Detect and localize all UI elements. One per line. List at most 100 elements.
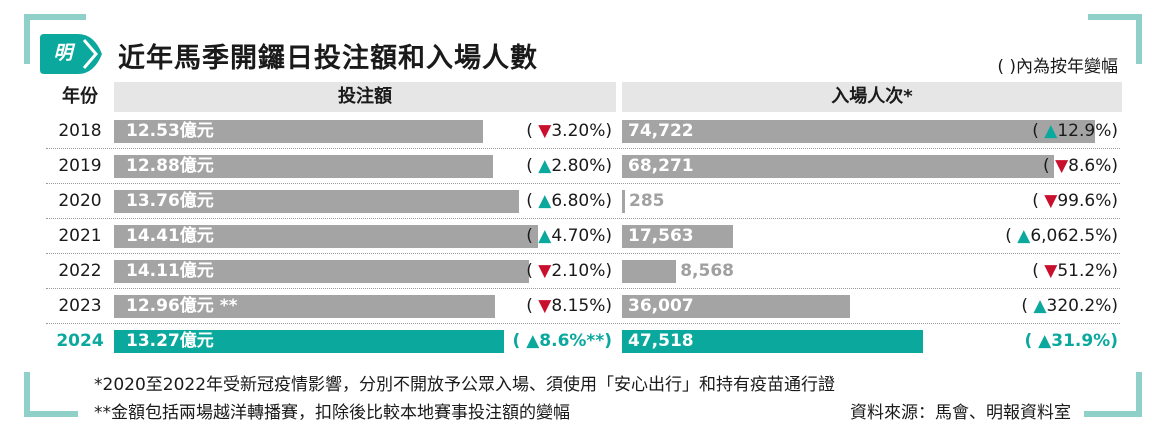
row-separator <box>46 148 1120 149</box>
year-label: 2021 <box>58 226 102 246</box>
triangle-up-icon: ▲ <box>1017 226 1031 246</box>
bet-label: 13.27億元 <box>126 331 214 351</box>
change-value: ( ▲4.70%) <box>526 226 612 246</box>
chart-row: 2020 13.76億元 ( ▲6.80%) 285 ( ▼99.6%) <box>0 184 1166 219</box>
frame-bottom-right-v <box>1136 372 1142 417</box>
year-label: 2019 <box>58 156 102 176</box>
row-separator <box>46 253 1120 254</box>
change-text: 2.10% <box>551 261 606 281</box>
triangle-down-icon: ▼ <box>1044 191 1058 211</box>
footnote-1: *2020至2022年受新冠疫情影響，分別不開放予公眾入場、須使用「安心出行」和… <box>94 375 836 395</box>
bet-bar <box>114 295 496 318</box>
bet-label: 13.76億元 <box>126 191 214 211</box>
change-text: 8.15% <box>551 296 606 316</box>
chart-title: 近年馬季開鑼日投注額和入場人數 <box>118 43 538 74</box>
year-header: 年份 <box>62 86 98 107</box>
triangle-up-icon: ▲ <box>1038 331 1052 351</box>
change-value: ( ▲6,062.5%) <box>1005 226 1118 246</box>
attendance-bar <box>622 155 1055 178</box>
attendance-bar <box>622 120 1095 143</box>
frame-bottom-right-h <box>1084 411 1142 417</box>
bet-label: 14.11億元 <box>126 261 214 281</box>
change-text: 4.70% <box>551 226 606 246</box>
triangle-up-icon: ▲ <box>526 331 540 351</box>
change-value: ( ▼3.20%) <box>526 121 612 141</box>
bet-header: 投注額 <box>114 82 616 112</box>
chart-row: 2021 14.41億元 ( ▲4.70%) 17,563 ( ▲6,062.5%) <box>0 219 1166 254</box>
attendance-label: 74,722 <box>628 121 694 141</box>
frame-top-right-v <box>1136 14 1142 64</box>
bet-label: 14.41億元 <box>126 226 214 246</box>
year-label: 2020 <box>58 191 102 211</box>
change-value: ( ▲8.6%**) <box>512 331 613 351</box>
year-label: 2022 <box>58 261 102 281</box>
bet-bar <box>114 330 505 353</box>
bet-label: 12.88億元 <box>126 156 214 176</box>
row-separator <box>46 288 1120 289</box>
change-text: 51.2% <box>1057 261 1112 281</box>
triangle-up-icon: ▲ <box>538 226 552 246</box>
chart-row: 2022 14.11億元 ( ▼2.10%) 8,568 ( ▼51.2%) <box>0 254 1166 289</box>
triangle-up-icon: ▲ <box>538 191 552 211</box>
year-label: 2024 <box>56 331 104 351</box>
triangle-down-icon: ▼ <box>538 261 552 281</box>
attendance-bar <box>622 260 677 283</box>
change-value: ( ▼99.6%) <box>1032 191 1118 211</box>
bet-label: 12.53億元 <box>126 121 214 141</box>
frame-top-left-v <box>24 14 30 64</box>
attendance-label: 285 <box>629 191 665 211</box>
change-value: ( ▲320.2%) <box>1021 296 1118 316</box>
attendance-label: 47,518 <box>628 331 694 351</box>
change-text: 6,062.5% <box>1030 226 1112 246</box>
change-value: ( ▲12.9%) <box>1032 121 1118 141</box>
change-value: ( ▲6.80%) <box>526 191 612 211</box>
row-separator <box>46 218 1120 219</box>
triangle-down-icon: ▼ <box>1044 261 1058 281</box>
change-text: 6.80% <box>551 191 606 211</box>
change-value: ( ▼51.2%) <box>1032 261 1118 281</box>
attendance-label: 68,271 <box>628 156 694 176</box>
footnote-2: **金額包括兩場越洋轉播賽，扣除後比較本地賽事投注額的變幅 <box>94 403 570 423</box>
source-note: 資料來源：馬會、明報資料室 <box>850 403 1071 423</box>
chart-row: 2019 12.88億元 ( ▲2.80%) 68,271 ( ▼8.6%) <box>0 149 1166 184</box>
attendance-header: 入場人次* <box>622 82 1122 112</box>
change-text: 3.20% <box>551 121 606 141</box>
change-text: 8.6% <box>1068 156 1112 176</box>
bet-bar <box>114 190 519 213</box>
change-value: ( ▼2.10%) <box>526 261 612 281</box>
year-label: 2023 <box>58 296 102 316</box>
chart-row: 2018 12.53億元 ( ▼3.20%) 74,722 ( ▲12.9%) <box>0 114 1166 149</box>
attendance-bar <box>622 295 850 318</box>
frame-top-left-h <box>24 14 86 20</box>
attendance-label: 8,568 <box>680 261 734 281</box>
year-label: 2018 <box>58 121 102 141</box>
triangle-down-icon: ▼ <box>1055 156 1069 176</box>
triangle-up-icon: ▲ <box>1044 121 1058 141</box>
change-value: ( ▼8.6%) <box>1043 156 1118 176</box>
bet-label: 12.96億元 ** <box>126 296 238 316</box>
triangle-down-icon: ▼ <box>538 121 552 141</box>
change-text: 2.80% <box>551 156 606 176</box>
chart-row: 2024 13.27億元 ( ▲8.6%**) 47,518 ( ▲31.9%) <box>0 324 1166 359</box>
bet-bar <box>114 155 493 178</box>
change-note: ( )內為按年變幅 <box>997 57 1118 77</box>
change-value: ( ▲31.9%) <box>1024 331 1118 351</box>
triangle-up-icon: ▲ <box>1033 296 1047 316</box>
change-value: ( ▼8.15%) <box>526 296 612 316</box>
mingpao-logo-icon <box>40 34 102 74</box>
chart-row: 2023 12.96億元 ** ( ▼8.15%) 36,007 ( ▲320.2%) <box>0 289 1166 324</box>
attendance-bar <box>622 330 923 353</box>
bet-bar <box>114 260 529 283</box>
attendance-bar <box>622 190 625 213</box>
change-text: 320.2% <box>1046 296 1112 316</box>
frame-bottom-left-h <box>24 411 78 417</box>
change-text: 31.9% <box>1051 331 1111 351</box>
logo-text: 明 <box>53 42 73 64</box>
triangle-down-icon: ▼ <box>538 296 552 316</box>
row-separator <box>46 323 1120 324</box>
change-text: 8.6%** <box>539 331 605 351</box>
row-separator <box>46 183 1120 184</box>
attendance-label: 36,007 <box>628 296 694 316</box>
frame-bottom-left-v <box>24 372 30 417</box>
attendance-bar <box>622 225 734 248</box>
